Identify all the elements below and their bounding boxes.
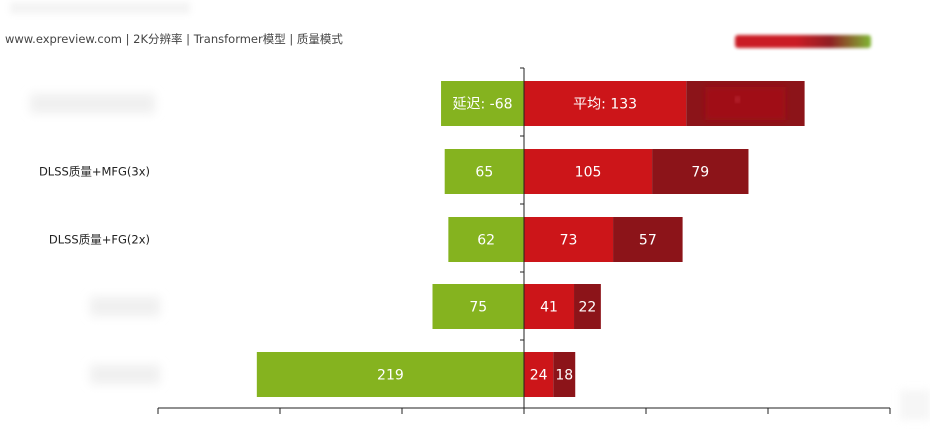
blurred-category-label-4	[90, 364, 160, 385]
data-label-series2-4: 18	[555, 368, 573, 384]
blurred-title	[10, 2, 190, 14]
bar-series1-2	[524, 217, 614, 262]
data-label-latency-2: 62	[477, 233, 495, 249]
category-label-1: DLSS质量+MFG(3x)	[39, 165, 150, 179]
data-label-series2-3: 22	[579, 300, 597, 316]
blurred-category-label-0	[30, 93, 155, 114]
bar-series1-4	[524, 352, 554, 397]
bar-series2-1	[652, 149, 749, 194]
data-label-series1-4: 24	[530, 368, 548, 384]
data-label-latency-1: 65	[475, 165, 493, 181]
bar-series2-3	[574, 284, 601, 329]
category-label-2: DLSS质量+FG(2x)	[49, 233, 150, 247]
blurred-category-labels	[30, 93, 160, 385]
data-label-series1-3: 41	[540, 300, 558, 316]
blurred-corner	[900, 390, 930, 420]
bar-series1-0	[524, 81, 687, 126]
data-label-latency-3: 75	[469, 300, 487, 316]
data-label-latency-0: 延迟: -68	[452, 97, 512, 113]
category-labels: DLSS质量+MFG(3x) DLSS质量+FG(2x)	[39, 165, 150, 247]
bar-latency-4	[256, 352, 524, 397]
data-label-series2-2: 57	[639, 233, 657, 249]
chart-subtitle: www.expreview.com | 2K分辨率 | Transformer模…	[5, 32, 343, 46]
bar-latency-2	[448, 217, 524, 262]
bar-series2-2	[613, 217, 683, 262]
data-label-series1-0: 平均: 133	[573, 97, 637, 113]
bar-series1-3	[524, 284, 575, 329]
data-label-series1-1: 105	[575, 165, 602, 181]
data-label-latency-4: 219	[377, 368, 404, 384]
blurred-dot-0	[735, 97, 740, 102]
bars: 延迟: -68 平均: 133 65 105 79 62 73 57 75 41 22 219 24 18	[256, 81, 805, 397]
blurred-data-label-2-0	[705, 87, 786, 120]
axes	[157, 67, 891, 414]
bar-series2-4	[553, 352, 576, 397]
bar-latency-1	[444, 149, 524, 194]
blurred-category-label-3	[90, 296, 160, 317]
chart-legend-blurred	[735, 35, 871, 48]
bar-latency-0	[441, 81, 524, 126]
bar-series1-1	[524, 149, 653, 194]
data-label-series1-2: 73	[560, 233, 578, 249]
bar-latency-3	[432, 284, 524, 329]
data-label-series2-1: 79	[691, 165, 709, 181]
